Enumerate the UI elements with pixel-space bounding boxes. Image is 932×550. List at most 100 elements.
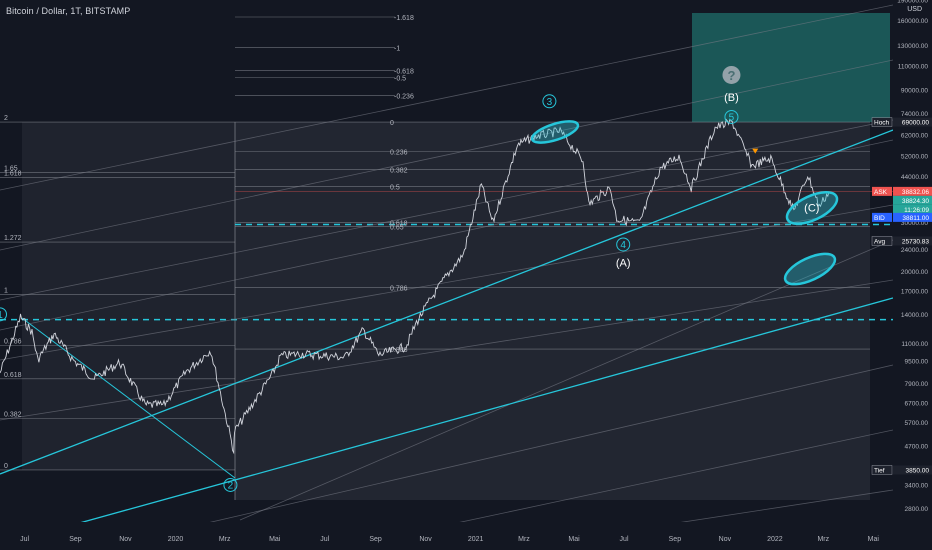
highlight-ellipse (783, 252, 837, 286)
price-tag-label: ASK (874, 189, 888, 196)
fib-box-right (235, 122, 870, 501)
price-tag-value-box (893, 204, 932, 214)
x-tick-label: Sep (669, 536, 682, 543)
fib-box-left (22, 122, 235, 470)
trendline (0, 119, 893, 301)
fib-level-label: 0.618 (4, 372, 22, 379)
price-tag-label-box (872, 212, 892, 222)
price-tag-label-box (872, 186, 892, 196)
x-tick-label: Nov (419, 536, 432, 543)
y-tick-label: 24000.00 (901, 247, 928, 254)
wave-label: 1 (0, 310, 3, 321)
y-tick-label: 44000.00 (901, 174, 928, 181)
price-tag-value-box (893, 195, 932, 205)
price-tag-label: Tief (874, 467, 885, 474)
wave-label-circle (0, 307, 7, 322)
y-tick-label: 110000.00 (898, 63, 929, 70)
fib-level-label: 2 (4, 115, 8, 122)
trendline (0, 279, 893, 421)
chart-title: Bitcoin / Dollar, 1T, BITSTAMP (6, 6, 131, 16)
y-tick-label: 4700.00 (905, 443, 929, 450)
fib-level-label: 0.618 (390, 220, 408, 227)
trendline (239, 239, 893, 521)
x-tick-label: 2021 (468, 536, 484, 543)
trendline (0, 59, 893, 251)
question-mark-label: ? (727, 68, 735, 83)
wave-label-circle (616, 237, 631, 252)
y-tick-label: 130000.00 (897, 43, 928, 50)
price-tag-value-box (893, 212, 932, 222)
x-tick-label: Mrz (219, 536, 231, 543)
fib-level-label: 0 (390, 120, 394, 127)
fib-level-label: 1.272 (4, 235, 22, 242)
y-tick-label: 160000.00 (897, 18, 928, 25)
fib-level-label: 1 (4, 288, 8, 295)
annotation-layer: -1.618 -1 -0.618-0.5 -0.236 0 0.236 0.382 0.5 0.… (0, 15, 839, 492)
price-tag-label: Avg (874, 238, 885, 245)
x-tick-label: Mrz (817, 536, 829, 543)
wave-label-circle (223, 477, 238, 492)
wave-label-circle (724, 109, 739, 124)
cyan-trendline (21, 317, 236, 479)
price-tag-label-box (871, 117, 893, 127)
x-tick-label: Nov (719, 536, 732, 543)
x-tick-label: Jul (320, 536, 329, 543)
fib-level-label: -1.618 (394, 15, 414, 22)
question-icon (722, 65, 741, 84)
y-tick-label: 30000.00 (901, 220, 928, 227)
x-tick-label: 2022 (767, 536, 783, 543)
wave-label: (B) (724, 92, 739, 104)
highlight-ellipse (530, 120, 580, 144)
wave-label: 3 (547, 97, 553, 108)
cyan-trendline (80, 297, 893, 522)
price-tag-value: 38824.30 (902, 198, 929, 205)
wave-label: 5 (729, 112, 735, 123)
price-tag-value: 38811.00 (902, 215, 929, 222)
y-tick-label: 17000.00 (901, 288, 928, 295)
fib-level-label: 0.5 (390, 184, 400, 191)
wave-label: (A) (616, 258, 631, 270)
price-tag-value-box (893, 117, 932, 127)
y-tick-label: 7900.00 (905, 381, 929, 388)
price-layer (0, 118, 893, 455)
price-tag-label-box (871, 236, 893, 246)
x-tick-label: Jul (620, 536, 629, 543)
x-tick-label: Mai (868, 536, 880, 543)
cyan-trendline (0, 129, 893, 475)
trendline (209, 364, 893, 522)
price-tag-value-box (893, 465, 932, 475)
event-marker (752, 148, 759, 154)
price-tag-value: 11:26:09 (904, 207, 929, 214)
price-tag-value: 69000.00 (902, 120, 929, 127)
fib-level-label: -0.5 (394, 75, 406, 82)
axis-layer: 190000.00 160000.00 130000.00 110000.00 9000… (20, 0, 932, 543)
price-tag-label: Hoch (874, 120, 890, 127)
x-tick-label: 2020 (168, 536, 184, 543)
y-tick-label: 5700.00 (905, 420, 929, 427)
trendline (0, 204, 893, 361)
y-tick-label: 9500.00 (905, 359, 929, 366)
y-tick-label: 14000.00 (901, 312, 928, 319)
fib-level-label: 1.618 (4, 171, 22, 178)
y-tick-label: 74000.00 (901, 111, 928, 118)
wave-label: 2 (228, 480, 234, 491)
price-tag-value: 3850.00 (906, 467, 930, 474)
y-tick-label: 3400.00 (905, 482, 929, 489)
fib-level-label: -0.618 (394, 68, 414, 75)
price-tag-label: BID (874, 215, 885, 222)
fib-level-label: 0.236 (390, 150, 408, 157)
fib-level-label: 0.786 (390, 285, 408, 292)
wave-label-circle (542, 94, 557, 109)
price-series-line (0, 118, 830, 455)
price-tag-value-box (893, 186, 932, 196)
price-tag-label-box (871, 465, 893, 475)
y-tick-label: 52000.00 (901, 154, 928, 161)
highlight-ellipse (785, 190, 839, 226)
y-tick-label: 62000.00 (901, 132, 928, 139)
fib-level-label: 0 (4, 463, 8, 470)
trendline (680, 489, 893, 522)
x-tick-label: Nov (119, 536, 132, 543)
y-tick-label: 2800.00 (905, 506, 929, 513)
fib-level-label: 0.886 (390, 347, 408, 354)
